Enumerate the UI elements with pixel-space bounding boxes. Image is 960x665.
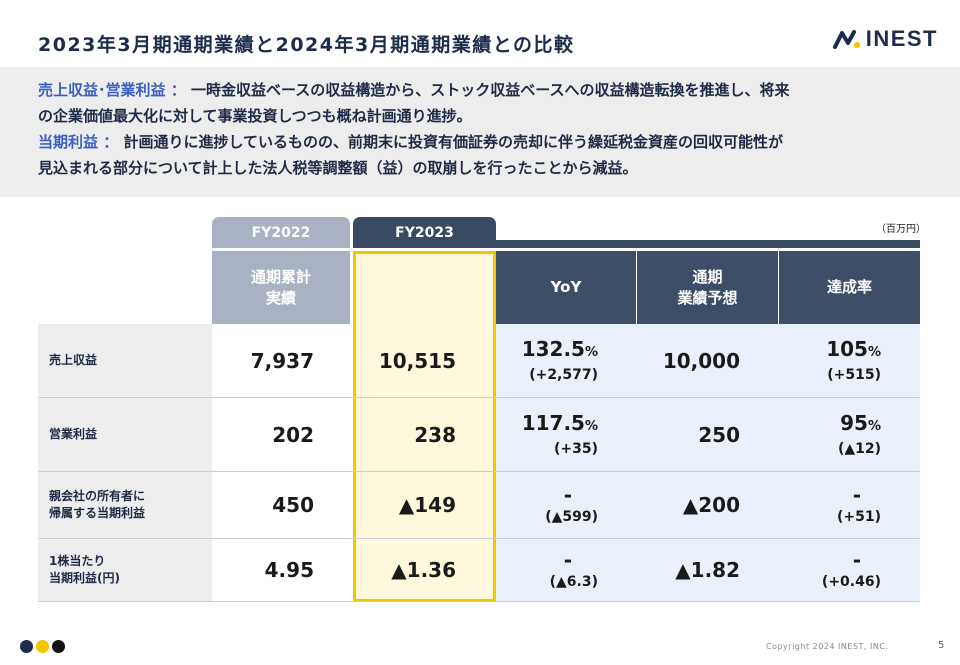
table-row: 営業利益 202 238 117.5% (+35) 250 95% (▲12) — [38, 398, 920, 472]
header-achievement: 達成率 — [779, 251, 920, 324]
cell-forecast: 250 — [698, 422, 740, 447]
summary-line-1: 売上収益･営業利益 ： 一時金収益ベースの収益構造から、ストック収益ベースへの収… — [38, 77, 922, 103]
row-label: 営業利益 — [38, 398, 212, 471]
ach-unit: % — [867, 344, 881, 360]
cell-forecast: ▲200 — [682, 493, 740, 517]
dot-black-icon — [52, 640, 65, 653]
table-row: 売上収益 7,937 10,515 132.5% (+2,577) 10,000… — [38, 324, 920, 398]
ach-value: 95 — [840, 410, 868, 435]
cell-fy2023: ▲1.36 — [391, 558, 456, 582]
cell-achievement: 95% (▲12) — [779, 398, 881, 471]
summary-line-2: の企業価値最大化に対して事業投資しつつも概ね計画通り進捗。 — [38, 107, 472, 125]
ach-diff: (▲12) — [837, 440, 881, 457]
cell-yoy: 132.5% (+2,577) — [496, 324, 598, 397]
row-label: 1株当たり 当期利益(円) — [38, 539, 212, 601]
ach-diff: (+51) — [836, 509, 881, 525]
header-fy2022-actual: 通期累計 実績 — [212, 251, 350, 324]
header-divider — [496, 240, 920, 248]
cell-yoy: - (▲599) — [496, 472, 598, 538]
table-row: 親会社の所有者に 帰属する当期利益 450 ▲149 - (▲599) ▲200… — [38, 472, 920, 539]
summary-label-sales: 売上収益･営業利益 ： — [38, 81, 186, 99]
row-label: 売上収益 — [38, 324, 212, 397]
cell-fy2023: ▲149 — [398, 493, 456, 517]
ach-value: - — [852, 548, 861, 572]
cell-forecast: ▲1.82 — [675, 558, 740, 582]
cell-forecast: 10,000 — [662, 348, 740, 373]
unit-note: （百万円） — [876, 224, 926, 235]
company-logo: INEST — [832, 26, 938, 52]
cell-yoy: - (▲6.3) — [496, 539, 598, 601]
cell-achievement: - (+0.46) — [779, 539, 881, 601]
ach-value: 105 — [826, 336, 868, 361]
logo-text: INEST — [865, 26, 938, 51]
summary-text-3: 計画通りに進捗しているものの、前期末に投資有価証券の売却に伴う繰延税金資産の回収… — [118, 133, 784, 151]
yoy-diff: (▲599) — [545, 509, 598, 525]
copyright: Copyright 2024 INEST, INC. — [766, 642, 889, 651]
table-row: 1株当たり 当期利益(円) 4.95 ▲1.36 - (▲6.3) ▲1.82 … — [38, 539, 920, 602]
page-title: 2023年3月期通期業績と2024年3月期通期業績との比較 — [38, 34, 575, 56]
footer-dots — [20, 640, 65, 653]
cell-fy2023: 238 — [414, 422, 456, 447]
summary-line-3: 当期利益 ： 計画通りに進捗しているものの、前期末に投資有価証券の売却に伴う繰延… — [38, 129, 922, 155]
yoy-value: - — [563, 483, 572, 507]
cell-fy2023: 10,515 — [378, 348, 456, 373]
ach-diff: (+515) — [827, 366, 881, 383]
logo-mark-icon — [832, 30, 860, 49]
dot-navy-icon — [20, 640, 33, 653]
row-label: 親会社の所有者に 帰属する当期利益 — [38, 472, 212, 538]
yoy-diff: (+35) — [553, 440, 598, 457]
yoy-diff: (+2,577) — [529, 366, 598, 383]
dot-yellow-icon — [36, 640, 49, 653]
header-yoy: YoY — [496, 251, 636, 324]
cell-achievement: 105% (+515) — [779, 324, 881, 397]
cell-fy2022: 7,937 — [250, 348, 314, 373]
page-number: 5 — [938, 640, 945, 651]
cell-fy2022: 202 — [272, 422, 314, 447]
tab-fy2023: FY2023 — [353, 217, 496, 248]
yoy-value: 132.5 — [521, 336, 585, 361]
summary-line-4: 見込まれる部分について計上した法人税等調整額（益）の取崩しを行ったことから減益。 — [38, 159, 638, 177]
cell-fy2022: 4.95 — [264, 558, 314, 582]
ach-diff: (+0.46) — [821, 574, 881, 590]
summary-text-1: 一時金収益ベースの収益構造から、ストック収益ベースへの収益構造転換を推進し、将来 — [185, 81, 790, 99]
cell-achievement: - (+51) — [779, 472, 881, 538]
ach-value: - — [852, 483, 861, 507]
ach-unit: % — [867, 418, 881, 434]
summary-box: 売上収益･営業利益 ： 一時金収益ベースの収益構造から、ストック収益ベースへの収… — [0, 67, 960, 197]
header-fy2023-actual: 通期累計 実績 — [353, 251, 496, 324]
yoy-value: 117.5 — [521, 410, 585, 435]
yoy-unit: % — [584, 418, 598, 434]
cell-yoy: 117.5% (+35) — [496, 398, 598, 471]
tab-fy2022: FY2022 — [212, 217, 350, 248]
summary-label-profit: 当期利益 ： — [38, 133, 119, 151]
cell-fy2022: 450 — [272, 493, 314, 517]
yoy-unit: % — [584, 344, 598, 360]
header-forecast: 通期 業績予想 — [637, 251, 778, 324]
yoy-diff: (▲6.3) — [549, 574, 598, 590]
yoy-value: - — [563, 548, 572, 572]
